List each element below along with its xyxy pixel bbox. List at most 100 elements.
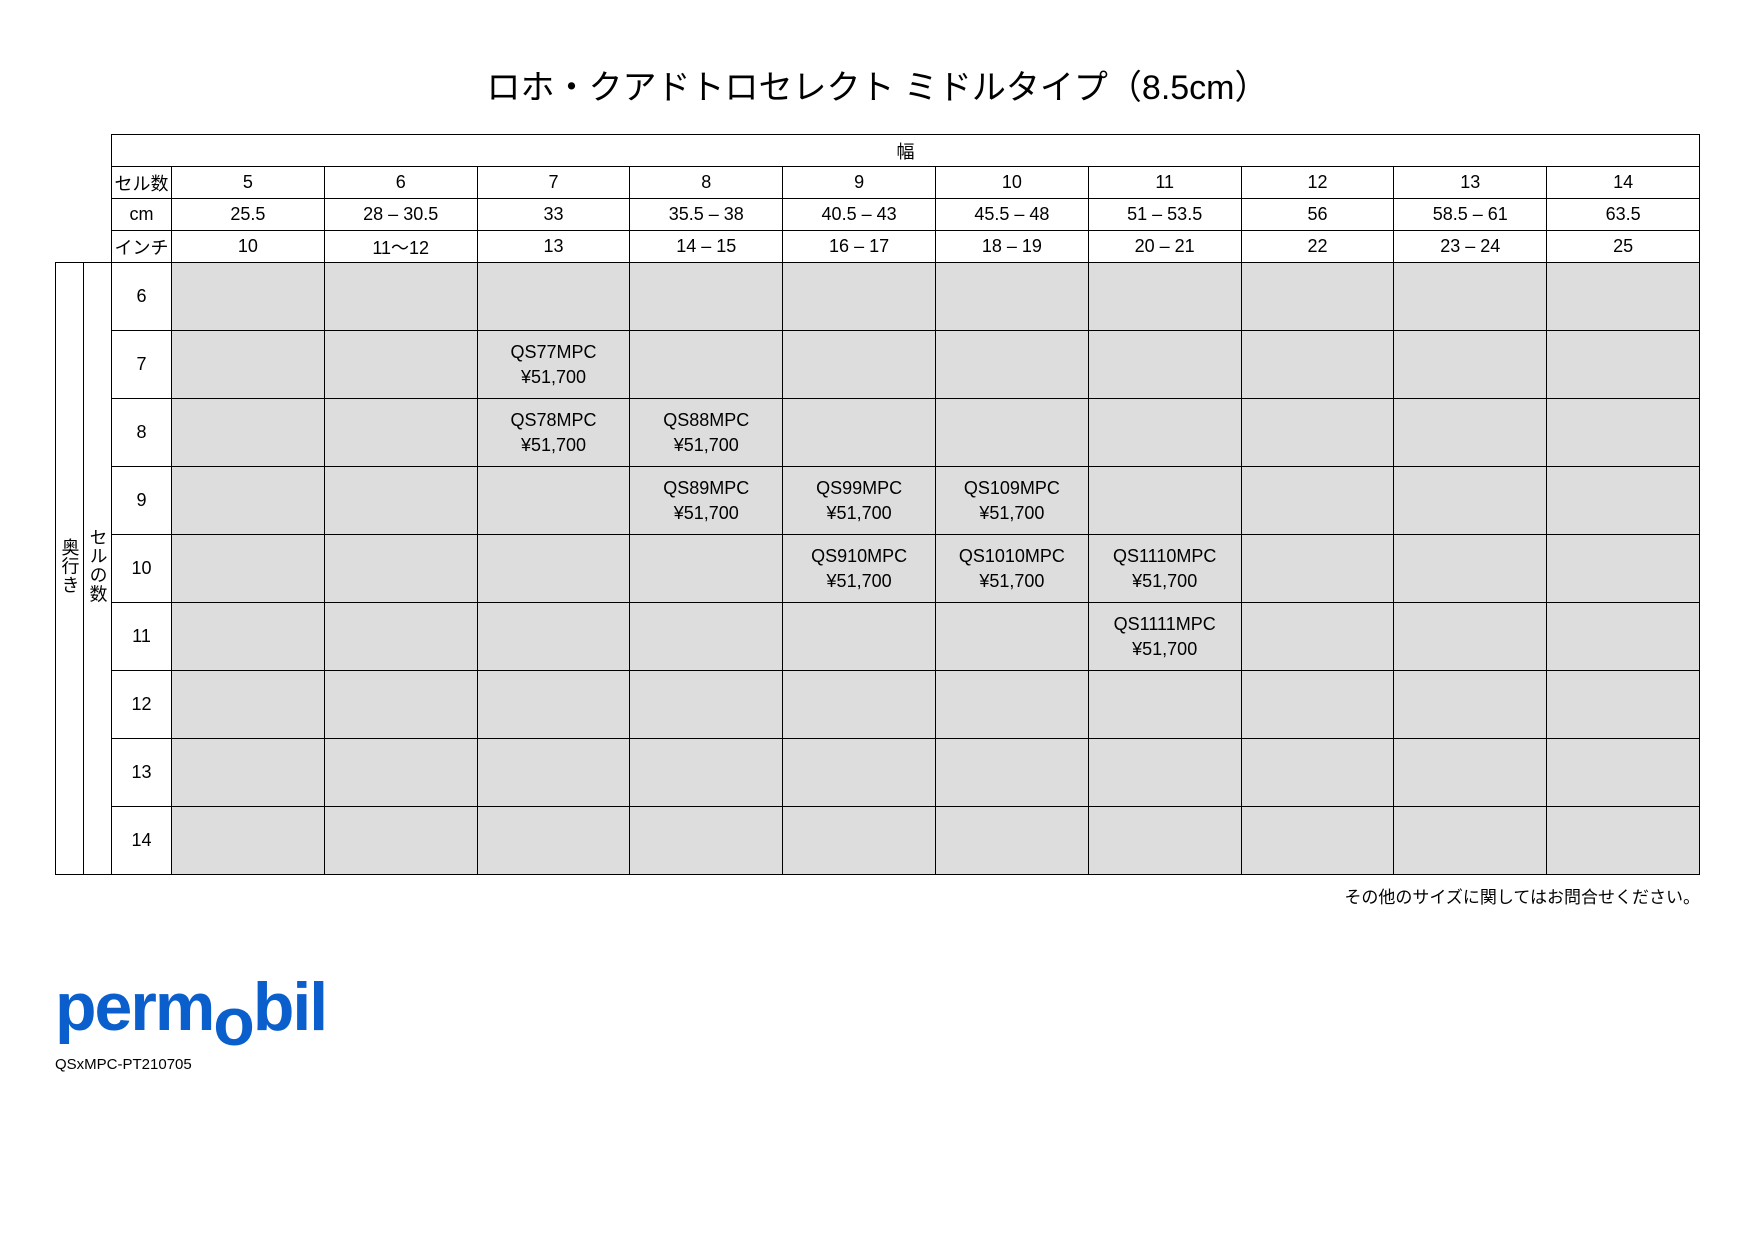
price-cell [1241,399,1394,467]
price-cell [783,603,936,671]
header-cm-val: 35.5 – 38 [630,199,783,231]
price-cell: QS1110MPC¥51,700 [1088,535,1241,603]
price: ¥51,700 [979,571,1044,591]
price-cell [783,263,936,331]
price-cell [172,399,325,467]
row-label: 7 [112,331,172,399]
price-cell [477,535,630,603]
price-cell [477,263,630,331]
price-cell [324,467,477,535]
price-cell [1547,331,1700,399]
price-cell: QS99MPC¥51,700 [783,467,936,535]
header-cellnum-label: セル数 [112,167,172,199]
price: ¥51,700 [827,571,892,591]
price-cell [1394,739,1547,807]
header-inch-val: 23 – 24 [1394,231,1547,263]
sku: QS1111MPC [1089,614,1241,635]
header-cm-val: 40.5 – 43 [783,199,936,231]
price-cell [1088,331,1241,399]
price: ¥51,700 [827,503,892,523]
price-cell: QS1111MPC ¥51,700 [1088,603,1241,671]
price-cell [477,603,630,671]
price-cell [172,331,325,399]
price-cell [630,807,783,875]
price: ¥51,700 [1132,639,1197,659]
header-inch-label: インチ [112,231,172,263]
price-cell [630,263,783,331]
price-cell [935,263,1088,331]
price-cell [1088,671,1241,739]
header-cellnum-val: 12 [1241,167,1394,199]
price-cell: QS910MPC ¥51,700 [783,535,936,603]
header-cellnum-val: 8 [630,167,783,199]
header-cellnum-val: 5 [172,167,325,199]
header-cm-val: 45.5 – 48 [935,199,1088,231]
price-cell [1394,603,1547,671]
header-cm-val: 28 – 30.5 [324,199,477,231]
row-label: 14 [112,807,172,875]
price-cell [783,739,936,807]
price-cell [1088,739,1241,807]
price: ¥51,700 [674,503,739,523]
price-cell [477,467,630,535]
sku: QS88MPC [630,410,782,431]
price-cell [477,739,630,807]
row-label: 8 [112,399,172,467]
price-cell [1394,535,1547,603]
header-cellnum-val: 7 [477,167,630,199]
permobil-logo: permobil [55,968,1700,1046]
price-cell [324,603,477,671]
price-cell [1547,399,1700,467]
price-cell [324,331,477,399]
price-cell [630,671,783,739]
header-cm-val: 56 [1241,199,1394,231]
price-cell: QS88MPC ¥51,700 [630,399,783,467]
header-inch-val: 13 [477,231,630,263]
price-cell [324,399,477,467]
header-cellnum-val: 10 [935,167,1088,199]
row-label: 11 [112,603,172,671]
header-cellnum-val: 11 [1088,167,1241,199]
header-cellnum-val: 14 [1547,167,1700,199]
price-cell [1547,467,1700,535]
price-cell [172,263,325,331]
price-cell [477,671,630,739]
price-cell [172,739,325,807]
header-inch-val: 11～12 [324,231,477,263]
price-cell: QS89MPC¥51,700 [630,467,783,535]
price-cell [630,535,783,603]
price-cell: QS109MPC¥51,700 [935,467,1088,535]
sku: QS910MPC [783,546,935,567]
price-cell [935,671,1088,739]
price-cell [1241,535,1394,603]
price-cell [324,807,477,875]
sku: QS109MPC [936,478,1088,499]
header-cellnum-val: 6 [324,167,477,199]
row-label: 12 [112,671,172,739]
page-title: ロホ・クアドトロセレクト ミドルタイプ（8.5cm） [55,60,1700,109]
price-cell [1241,739,1394,807]
header-cellnum-val: 13 [1394,167,1547,199]
price-cell [1394,671,1547,739]
price-cell [324,739,477,807]
document-code: QSxMPC-PT210705 [55,1056,1700,1073]
price-cell [1394,263,1547,331]
price-cell [1241,263,1394,331]
header-inch-val: 10 [172,231,325,263]
price-cell [1547,603,1700,671]
header-cm-val: 63.5 [1547,199,1700,231]
price-cell [324,535,477,603]
price: ¥51,700 [1132,571,1197,591]
price: ¥51,700 [521,367,586,387]
price-cell [1241,467,1394,535]
header-inch-val: 18 – 19 [935,231,1088,263]
price-cell [324,263,477,331]
price-cell: QS78MPC¥51,700 [477,399,630,467]
price-cell [1547,671,1700,739]
price-cell [935,399,1088,467]
price-cell [172,535,325,603]
row-label: 9 [112,467,172,535]
price: ¥51,700 [674,435,739,455]
header-cm-val: 58.5 – 61 [1394,199,1547,231]
header-cm-val: 51 – 53.5 [1088,199,1241,231]
